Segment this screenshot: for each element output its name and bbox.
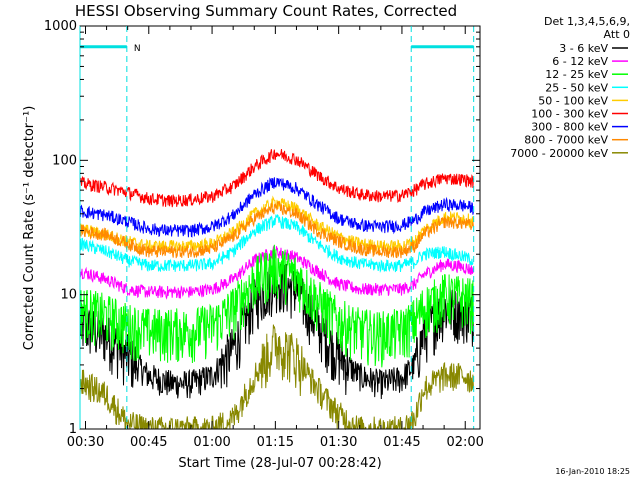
data-layer — [79, 149, 474, 431]
series-line-2 — [79, 245, 474, 300]
series-line-8 — [79, 200, 474, 259]
y-tick-label: 10 — [60, 288, 77, 303]
x-tick-label: 01:00 — [193, 435, 230, 450]
x-tick-label: 01:30 — [320, 435, 357, 450]
x-tick-label: 01:45 — [383, 435, 420, 450]
legend-entry-label: 6 - 12 keV — [552, 55, 608, 68]
footer-timestamp: 16-Jan-2010 18:25 — [555, 467, 630, 476]
legend-entry-label: 100 - 300 keV — [531, 108, 608, 121]
x-tick-label: 01:15 — [257, 435, 294, 450]
y-axis-label: Corrected Count Rate (s⁻¹ detector⁻¹) — [22, 106, 37, 351]
y-tick-label: 1000 — [44, 19, 77, 34]
axis-layer: N 00:30 00:45 01:00 01:15 01:30 01:45 02:00 1 10 1… — [44, 19, 484, 450]
y-tick-label: 100 — [52, 153, 77, 168]
chart-title: HESSI Observing Summary Count Rates, Cor… — [75, 2, 457, 20]
y-tick-label: 1 — [69, 422, 77, 437]
legend-entry-label: 3 - 6 keV — [559, 42, 608, 55]
x-tick-label: 02:00 — [446, 435, 483, 450]
legend-header-line-2: Att 0 — [604, 28, 630, 41]
night-marker-label: N — [134, 44, 141, 54]
series-line-3 — [79, 244, 474, 368]
series-line-1 — [79, 263, 474, 400]
legend-entry-label: 300 - 800 keV — [531, 121, 608, 134]
legend-entry-label: 800 - 7000 keV — [524, 134, 608, 147]
series-line-7 — [79, 177, 474, 238]
legend-entry-label: 50 - 100 keV — [538, 94, 608, 107]
series-line-5 — [79, 195, 474, 254]
legend-entry-label: 7000 - 20000 keV — [510, 147, 608, 160]
x-tick-label: 00:45 — [130, 435, 167, 450]
series-line-6 — [79, 149, 474, 208]
legend-entry-label: 12 - 25 keV — [545, 68, 608, 81]
legend-entry-label: 25 - 50 keV — [545, 81, 608, 94]
x-axis-label: Start Time (28-Jul-07 00:28:42) — [178, 456, 381, 471]
x-tick-label: 00:30 — [67, 435, 104, 450]
series-line-4 — [79, 214, 474, 274]
legend-header-line-1: Det 1,3,4,5,6,9, — [544, 15, 630, 28]
